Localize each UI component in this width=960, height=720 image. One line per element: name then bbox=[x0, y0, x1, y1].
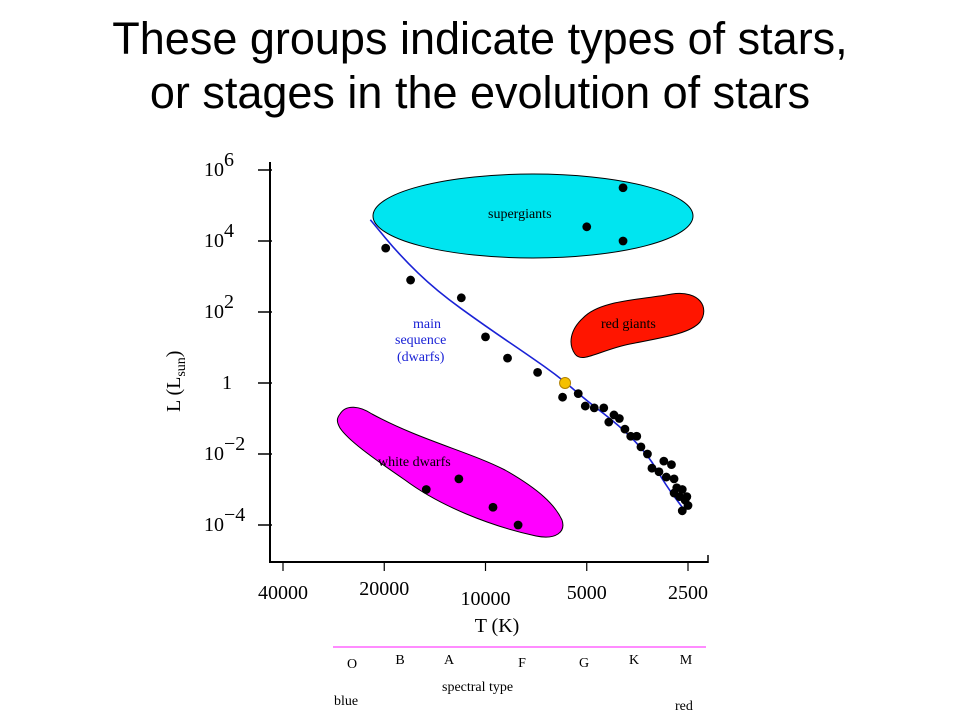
star-point-0-4 bbox=[503, 353, 512, 363]
star-point-2-1 bbox=[454, 474, 464, 484]
star-point-0-29 bbox=[675, 492, 684, 501]
x-tick-label-3: 5000 bbox=[567, 582, 607, 604]
star-point-0-5 bbox=[533, 367, 543, 377]
red-giants-label: red giants bbox=[601, 317, 656, 332]
main-sequence-label-line-1: main bbox=[413, 317, 441, 332]
y-tick-label-2: 102 bbox=[204, 291, 234, 323]
sun-point bbox=[559, 377, 572, 389]
x-ticks: 40000 20000 10000 5000 2500 bbox=[258, 562, 708, 610]
axis-titles: L (Lsun) T (K) bbox=[163, 351, 519, 637]
x-tick-label-2: 10000 bbox=[461, 588, 511, 610]
x-tick-label-4: 2500 bbox=[668, 582, 708, 604]
star-point-2-3 bbox=[513, 520, 523, 530]
y-ticks: 106 104 102 1 10−2 10−4 bbox=[204, 149, 272, 536]
star-point-0-15 bbox=[626, 431, 636, 441]
star-point-0-0 bbox=[381, 243, 391, 253]
star-point-2-0 bbox=[421, 485, 431, 494]
star-point-0-13 bbox=[614, 414, 624, 423]
y-tick-label-0: 106 bbox=[204, 149, 234, 181]
spectral-class-o: O bbox=[347, 657, 357, 672]
x-axis-title: T (K) bbox=[475, 615, 520, 637]
region-labels: supergiants red giants white dwarfs main… bbox=[378, 207, 656, 470]
star-point-0-24 bbox=[669, 474, 679, 484]
star-point-0-21 bbox=[659, 456, 669, 466]
y-tick-label-3: 1 bbox=[222, 372, 232, 394]
supergiants-region bbox=[372, 173, 694, 259]
star-point-0-30 bbox=[683, 501, 693, 510]
star-point-0-32 bbox=[682, 492, 692, 501]
spectral-class-b: B bbox=[395, 653, 404, 668]
star-point-0-2 bbox=[456, 293, 466, 303]
red-label: red bbox=[675, 699, 693, 714]
slide-title-line-2: or stages in the evolution of stars bbox=[149, 67, 811, 118]
star-point-0-26 bbox=[677, 485, 687, 494]
star-point-0-8 bbox=[580, 401, 590, 411]
star-point-2-2 bbox=[488, 502, 498, 512]
y-tick-label-4: 10−2 bbox=[204, 433, 245, 465]
y-tick-label-1: 104 bbox=[204, 220, 234, 252]
spectral-type-label: spectral type bbox=[442, 680, 513, 695]
supergiants-label: supergiants bbox=[488, 207, 552, 222]
star-point-0-3 bbox=[481, 332, 490, 342]
main-sequence-label-line-2: sequence bbox=[395, 333, 446, 348]
star-point-0-10 bbox=[599, 403, 609, 413]
star-point-0-23 bbox=[667, 460, 676, 470]
slide-title-line-1: These groups indicate types of stars, bbox=[112, 13, 848, 64]
star-point-0-11 bbox=[604, 417, 614, 427]
white-dwarfs-label: white dwarfs bbox=[378, 455, 451, 470]
blue-label: blue bbox=[334, 694, 358, 709]
slide-title: These groups indicate types of stars, or… bbox=[0, 12, 960, 120]
star-point-0-16 bbox=[632, 431, 642, 441]
star-point-0-31 bbox=[677, 506, 687, 516]
y-axis-title: L (Lsun) bbox=[163, 351, 189, 412]
star-point-0-1 bbox=[406, 275, 415, 285]
star-point-0-14 bbox=[620, 424, 630, 434]
region-shapes bbox=[336, 173, 705, 538]
star-points bbox=[381, 183, 693, 530]
star-point-0-22 bbox=[661, 472, 671, 482]
spectral-class-k: K bbox=[629, 653, 639, 668]
star-point-0-19 bbox=[647, 463, 657, 473]
star-point-0-20 bbox=[654, 467, 664, 477]
y-tick-label-5: 10−4 bbox=[204, 504, 245, 536]
star-point-1-0 bbox=[582, 222, 592, 232]
star-point-1-1 bbox=[618, 183, 628, 193]
star-point-0-9 bbox=[589, 403, 599, 413]
star-point-1-2 bbox=[618, 236, 628, 246]
star-point-0-18 bbox=[643, 449, 652, 459]
star-point-0-17 bbox=[636, 442, 646, 452]
spectral-type-axis: O B A F G K M spectral type blue red bbox=[333, 646, 706, 714]
x-tick-label-1: 20000 bbox=[359, 578, 409, 600]
spectral-class-g: G bbox=[579, 656, 589, 671]
axes bbox=[269, 162, 709, 563]
main-sequence-label-line-3: (dwarfs) bbox=[397, 350, 445, 365]
spectral-class-f: F bbox=[518, 656, 526, 671]
spectral-class-a: A bbox=[444, 653, 455, 668]
star-point-0-6 bbox=[558, 392, 567, 402]
spectral-class-m: M bbox=[680, 653, 693, 668]
red-giants-region bbox=[570, 292, 705, 358]
white-dwarfs-region bbox=[336, 406, 564, 538]
main-sequence-label: main sequence (dwarfs) bbox=[395, 317, 446, 365]
x-tick-label-0: 40000 bbox=[258, 582, 308, 604]
star-point-0-7 bbox=[573, 389, 583, 399]
